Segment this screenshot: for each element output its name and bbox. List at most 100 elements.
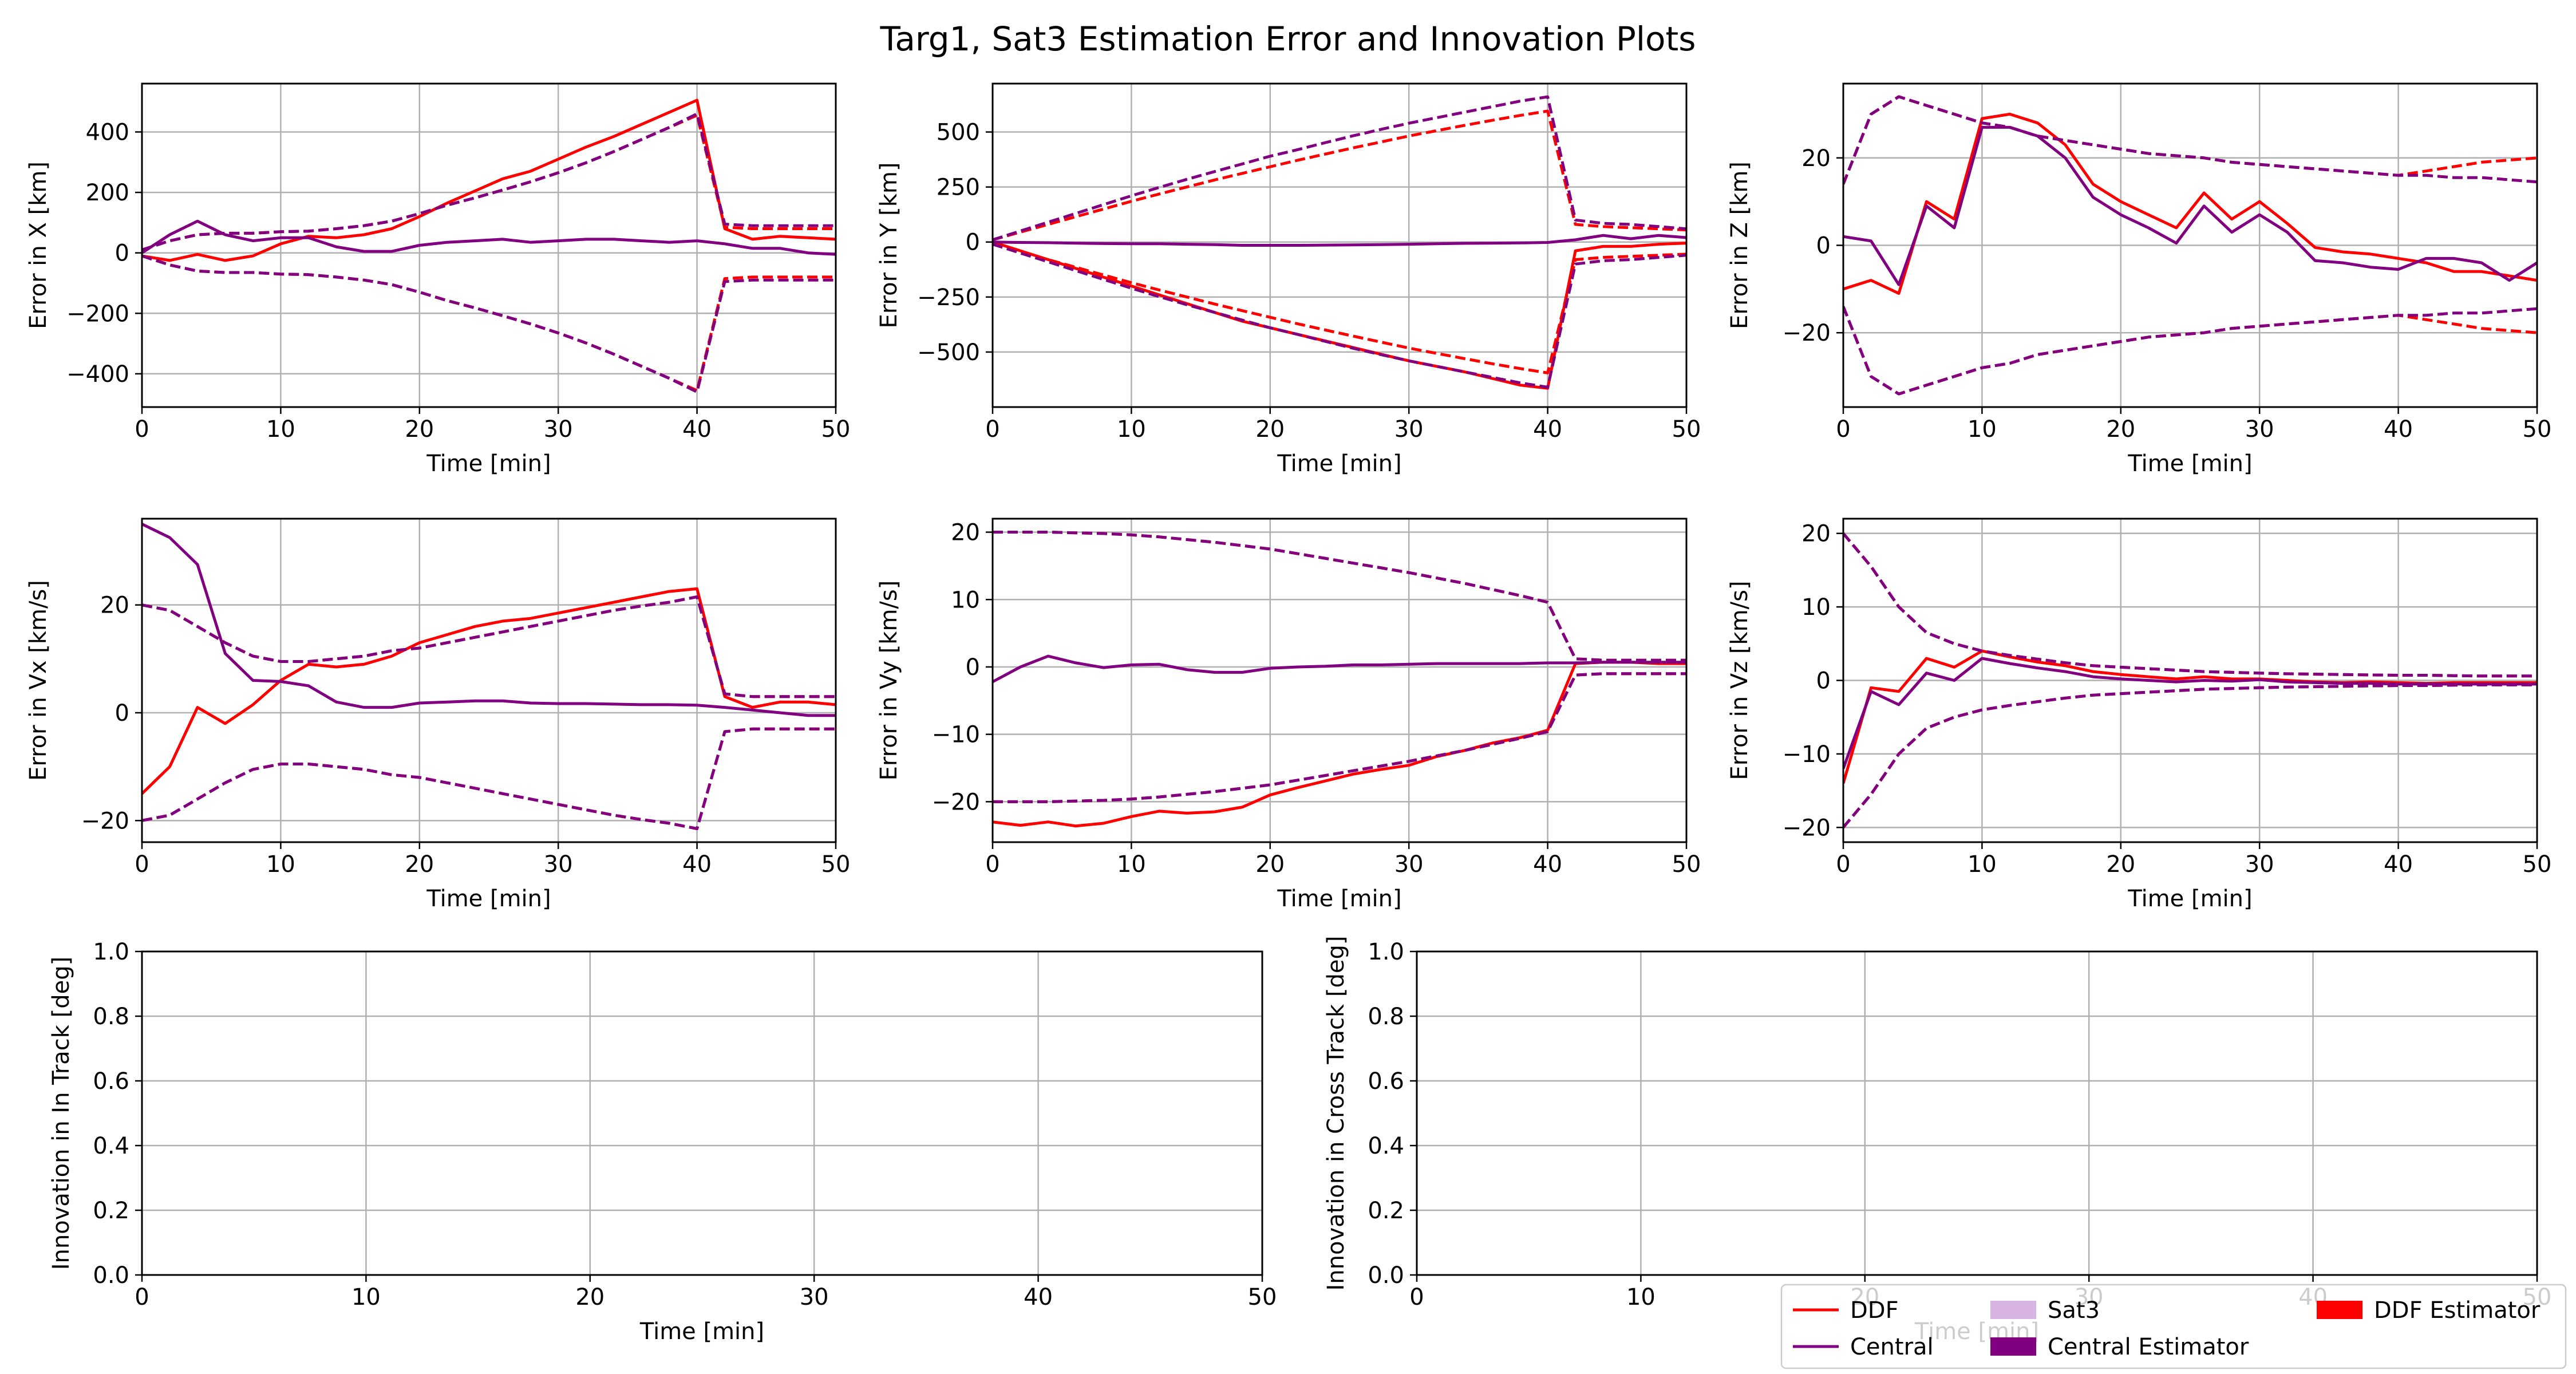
x-tick-label: 10	[351, 1284, 381, 1310]
x-axis-label: Time [min]	[639, 1318, 764, 1345]
y-tick-label: 20	[951, 520, 980, 546]
y-tick-label: 0	[966, 230, 980, 256]
y-tick-label: 10	[1801, 594, 1831, 621]
x-tick-label: 20	[1255, 851, 1285, 878]
y-tick-label: −10	[932, 722, 980, 748]
y-tick-label: 1.0	[1368, 939, 1404, 965]
x-axis-label: Time [min]	[426, 451, 551, 477]
x-tick-label: 40	[1533, 416, 1562, 443]
x-tick-label: 20	[1255, 416, 1285, 443]
series-line-central-dashed	[993, 672, 1686, 803]
y-tick-label: 0	[1816, 668, 1831, 694]
x-tick-label: 40	[682, 851, 712, 878]
y-tick-label: −10	[1783, 741, 1831, 768]
y-tick-label: −20	[932, 789, 980, 815]
y-tick-label: −20	[1783, 815, 1831, 841]
series-line-central-dashed	[142, 112, 836, 251]
x-tick-label: 30	[544, 416, 573, 443]
legend-entry-label: Sat3	[2048, 1297, 2100, 1324]
y-tick-label: 1.0	[93, 939, 129, 965]
x-tick-label: 30	[800, 1284, 829, 1310]
x-axis-label: Time [min]	[1277, 886, 1401, 912]
legend-entry-label: DDF	[1850, 1297, 1899, 1324]
series-line-central-dashed	[142, 254, 836, 394]
x-tick-label: 50	[821, 851, 851, 878]
series-line-ddf-solid	[993, 661, 1686, 828]
legend-box	[1780, 1284, 2567, 1369]
x-tick-label: 50	[1672, 851, 1701, 878]
series-line-central-solid	[1843, 657, 2537, 769]
x-tick-label: 30	[1394, 851, 1424, 878]
y-tick-label: −200	[66, 301, 129, 327]
x-tick-label: 30	[1394, 416, 1424, 443]
y-tick-label: 10	[951, 587, 980, 613]
axes-frame	[141, 82, 837, 408]
legend-entry-label: Central	[1850, 1334, 1934, 1360]
y-axis-label: Innovation in In Track [deg]	[48, 957, 74, 1270]
y-axis-label: Error in X [km]	[25, 161, 52, 329]
x-tick-label: 50	[1248, 1284, 1277, 1310]
y-tick-label: 0.0	[1368, 1262, 1404, 1289]
x-tick-label: 0	[985, 416, 999, 443]
y-tick-label: 0.2	[93, 1198, 129, 1224]
subplot-3: 0 10 20 30 40 50 −20 0 20 Time [min] Error in Z [k…	[1726, 82, 2552, 477]
y-tick-label: 0.4	[1368, 1133, 1404, 1159]
subplot-6: 0 10 20 30 40 50 −20 −10 0 10 20 Time [min] Error in…	[1726, 518, 2551, 912]
x-tick-label: 50	[2523, 416, 2552, 443]
y-axis-label: Error in Y [km]	[876, 163, 902, 329]
x-tick-label: 20	[575, 1284, 605, 1310]
legend-entry-label: DDF Estimator	[2374, 1297, 2541, 1324]
series-line-central-solid	[1843, 125, 2537, 286]
y-axis-label: Error in Vx [km/s]	[25, 580, 52, 781]
y-tick-label: 0	[115, 700, 129, 727]
y-tick-label: 20	[100, 593, 129, 619]
x-tick-label: 30	[544, 851, 573, 878]
y-tick-label: 20	[1801, 521, 1831, 547]
x-tick-label: 50	[821, 416, 851, 443]
series-line-ddf-dashed	[993, 243, 1686, 374]
subplot-7: 0 10 20 30 40 50 0.0 0.2 0.4 0.6 0.8 1.0 Time [min] I…	[48, 939, 1277, 1345]
x-tick-label: 20	[405, 416, 434, 443]
series-line-central-dashed	[993, 95, 1686, 242]
x-tick-label: 0	[135, 1284, 149, 1310]
series-line-central-dashed	[993, 243, 1686, 389]
axes-frame	[991, 82, 1688, 408]
y-tick-label: 20	[1801, 145, 1831, 172]
x-tick-label: 40	[1024, 1284, 1053, 1310]
x-tick-label: 10	[1117, 416, 1146, 443]
y-tick-label: 0.0	[93, 1262, 129, 1289]
series-line-central-dashed	[1843, 683, 2537, 828]
y-tick-label: 0.8	[93, 1004, 129, 1030]
legend-patch-swatch	[1990, 1301, 2036, 1319]
figure-title: Targ1, Sat3 Estimation Error and Innovat…	[880, 19, 1696, 58]
y-tick-label: 0.4	[93, 1133, 129, 1159]
series-line-central-dashed	[142, 727, 836, 830]
x-axis-label: Time [min]	[2127, 451, 2252, 477]
x-tick-label: 40	[2384, 851, 2413, 878]
x-tick-label: 30	[2245, 416, 2274, 443]
x-tick-label: 0	[985, 851, 999, 878]
x-tick-label: 10	[1117, 851, 1146, 878]
x-axis-label: Time [min]	[2127, 886, 2252, 912]
legend: DDF Sat3 DDF Estimator Central Central Estim…	[1780, 1284, 2567, 1369]
y-tick-label: 0.6	[1368, 1068, 1404, 1095]
series-line-central-dashed	[142, 595, 836, 698]
x-tick-label: 0	[1409, 1284, 1424, 1310]
y-tick-label: 400	[86, 119, 129, 145]
legend-patch-swatch	[2317, 1301, 2362, 1319]
x-tick-label: 0	[135, 416, 149, 443]
y-tick-label: 500	[937, 120, 980, 146]
y-tick-label: 0	[1816, 233, 1831, 259]
y-tick-label: 250	[937, 175, 980, 201]
x-tick-label: 20	[2106, 416, 2135, 443]
x-tick-label: 10	[1967, 851, 1997, 878]
series-line-central-solid	[142, 219, 836, 256]
subplot-1: 0 10 20 30 40 50 −400 −200 0 200 400 Time [min] Erro…	[25, 82, 851, 477]
y-tick-label: 0.2	[1368, 1198, 1404, 1224]
series-line-ddf-solid	[1843, 112, 2537, 295]
legend-patch-swatch	[1990, 1337, 2036, 1356]
x-tick-label: 30	[2245, 851, 2274, 878]
series-line-central-dashed	[993, 531, 1686, 662]
